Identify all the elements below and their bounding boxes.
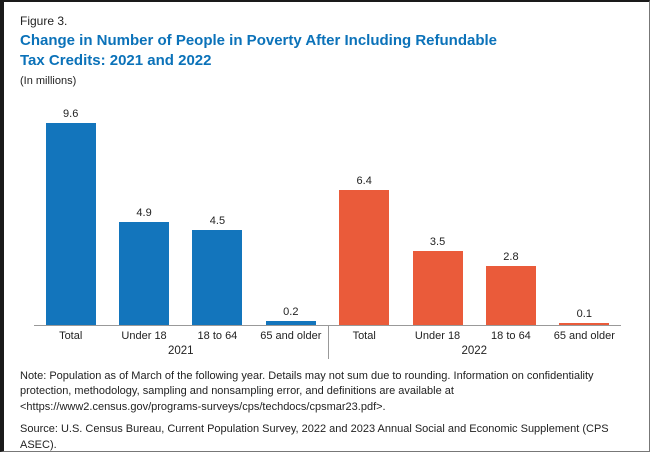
figure-title-line2: Tax Credits: 2021 and 2022 xyxy=(20,52,212,70)
category-label-group: Total Under 18 18 to 64 65 and older xyxy=(328,326,622,342)
bar xyxy=(412,250,463,325)
x-axis: Total Under 18 18 to 64 65 and older Total Un… xyxy=(34,325,621,359)
bar-cell: 3.5 xyxy=(401,236,474,325)
group-divider-line xyxy=(327,325,329,359)
year-label: 2022 xyxy=(461,344,488,357)
bar xyxy=(339,189,390,325)
bar-group-2021: 9.6 4.9 4.5 0.2 xyxy=(34,95,328,325)
bar xyxy=(265,320,316,325)
bar xyxy=(119,221,169,325)
bar-cell: 0.2 xyxy=(254,306,327,325)
bar xyxy=(192,229,243,325)
category-label: Under 18 xyxy=(414,329,461,342)
year-label: 2021 xyxy=(167,344,194,357)
bar xyxy=(485,265,536,325)
bar-value-label: 4.9 xyxy=(136,206,152,219)
figure-label: Figure 3. xyxy=(20,14,68,28)
bar-chart: 9.6 4.9 4.5 0.2 6.4 3.5 2.8 0.1 Total Under 18 18… xyxy=(34,95,621,359)
bar xyxy=(559,322,610,325)
bar-cell: 4.5 xyxy=(181,215,254,325)
bar-cell: 2.8 xyxy=(474,251,547,325)
category-label: 18 to 64 xyxy=(197,329,238,342)
figure-title-line1: Change in Number of People in Poverty Af… xyxy=(20,32,497,49)
figure-units-subtitle: (In millions) xyxy=(20,74,77,87)
category-label: Under 18 xyxy=(121,329,167,342)
figure-title: Change in Number of People in Poverty Af… xyxy=(20,31,633,72)
category-label: 18 to 64 xyxy=(491,329,531,342)
bar-cell: 0.1 xyxy=(548,308,621,325)
bar-value-label: 9.6 xyxy=(63,107,79,120)
bar-value-label: 6.4 xyxy=(356,174,372,187)
category-label: 65 and older xyxy=(260,329,322,342)
bar-plot-area: 9.6 4.9 4.5 0.2 6.4 3.5 2.8 0.1 xyxy=(34,95,621,326)
category-label: 65 and older xyxy=(553,329,615,342)
bar-value-label: 3.5 xyxy=(429,235,446,248)
bar-group-2022: 6.4 3.5 2.8 0.1 xyxy=(328,95,622,325)
bar xyxy=(45,122,96,325)
bar-cell: 9.6 xyxy=(34,108,107,325)
category-label: Total xyxy=(59,329,83,342)
bar-cell: 6.4 xyxy=(328,175,401,325)
bar-value-label: 4.5 xyxy=(209,214,226,227)
category-labels-row: Total Under 18 18 to 64 65 and older Total Un… xyxy=(34,326,621,342)
source-text: Source: U.S. Census Bureau, Current Popu… xyxy=(20,423,609,451)
bar-cell: 4.9 xyxy=(107,207,180,325)
category-label: Total xyxy=(352,329,376,342)
bar-value-label: 0.1 xyxy=(576,307,592,320)
bar-value-label: 0.2 xyxy=(283,305,299,318)
category-label-group: Total Under 18 18 to 64 65 and older xyxy=(34,326,328,342)
year-labels-row: 2021 2022 xyxy=(34,342,621,359)
bar-value-label: 2.8 xyxy=(503,250,519,263)
note-text: Note: Population as of March of the foll… xyxy=(20,369,594,413)
